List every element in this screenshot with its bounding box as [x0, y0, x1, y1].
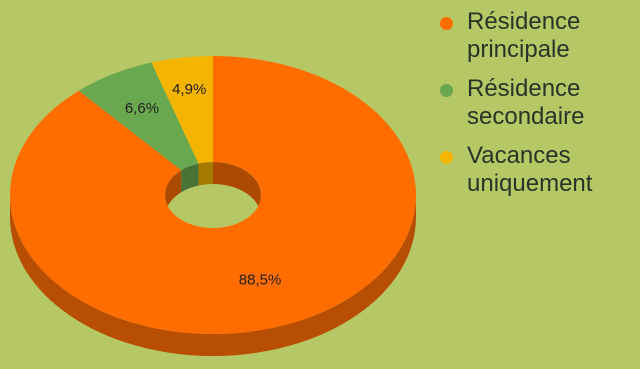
legend-label-line2: principale	[467, 36, 570, 63]
slice-label-2: 4,9%	[172, 81, 206, 98]
legend: Résidence principale Résidence secondair…	[440, 8, 640, 209]
legend-label-line2: uniquement	[467, 170, 593, 197]
donut-top	[9, 56, 417, 335]
donut-chart: 88,5% 6,6% 4,9%	[9, 56, 417, 356]
legend-label-line2: secondaire	[467, 103, 585, 130]
slice-0[interactable]	[9, 56, 417, 335]
legend-label-line1: Résidence	[467, 8, 581, 35]
slice-label-1: 6,6%	[125, 100, 159, 117]
slice-label-0: 88,5%	[239, 271, 282, 288]
slice-inner-wall	[213, 162, 261, 217]
legend-marker-icon	[440, 84, 453, 97]
slice-1[interactable]	[78, 62, 199, 171]
legend-label-line1: Vacances	[467, 142, 571, 169]
legend-item-vacances-uniquement[interactable]: Vacances uniquement	[440, 142, 640, 198]
legend-marker-icon	[440, 17, 453, 30]
slice-2[interactable]	[151, 56, 213, 164]
legend-item-residence-secondaire[interactable]: Résidence secondaire	[440, 75, 640, 131]
legend-item-residence-principale[interactable]: Résidence principale	[440, 8, 640, 64]
slice-inner-wall	[181, 163, 199, 193]
slice-labels: 88,5% 6,6% 4,9%	[125, 81, 281, 288]
slice-inner-wall	[198, 162, 213, 186]
slice-side-wall	[10, 195, 416, 356]
legend-label-line1: Résidence	[467, 75, 581, 102]
donut-depth	[10, 195, 416, 356]
slice-inner-wall	[165, 170, 182, 217]
donut-hole	[165, 162, 261, 228]
legend-marker-icon	[440, 151, 453, 164]
